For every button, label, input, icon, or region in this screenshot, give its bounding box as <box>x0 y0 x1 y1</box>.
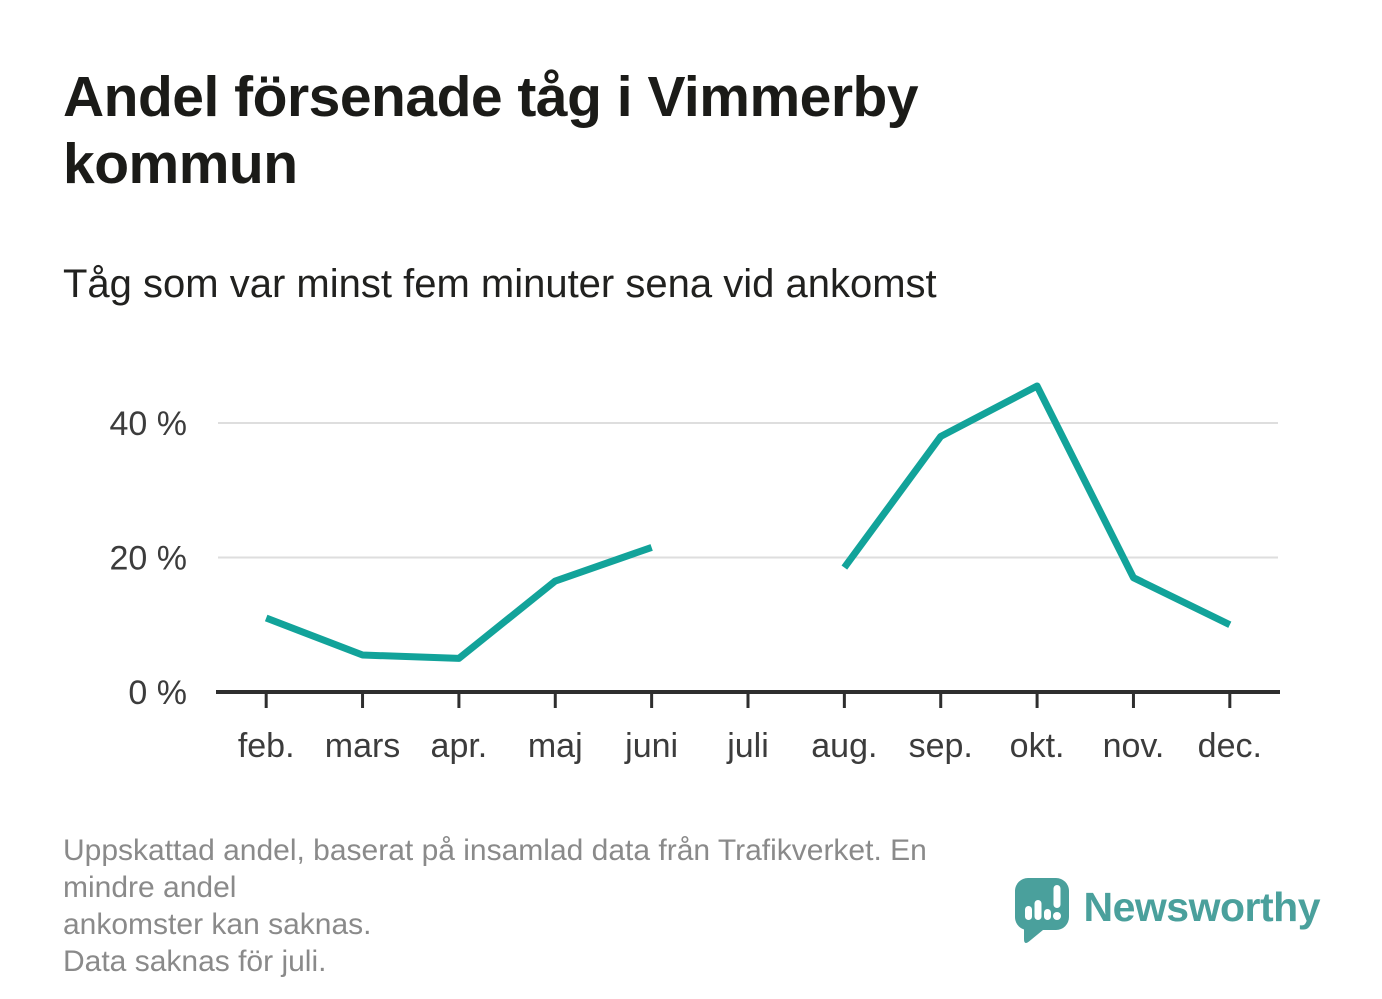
newsworthy-logo-text: Newsworthy <box>1083 884 1321 930</box>
x-axis-label: juni <box>624 727 678 765</box>
logo-bar-medium <box>1043 909 1051 920</box>
x-axis-label: okt. <box>1010 727 1065 765</box>
y-axis-label: 40 % <box>110 405 188 443</box>
footnote-line: Uppskattad andel, baserat på insamlad da… <box>63 834 927 904</box>
chart-footnote: Uppskattad andel, baserat på insamlad da… <box>63 832 1013 980</box>
chart-subtitle: Tåg som var minst fem minuter sena vid a… <box>63 262 937 306</box>
data-line-segment <box>264 544 653 662</box>
logo-bar-small <box>1024 906 1032 920</box>
y-axis-label: 0 % <box>128 674 187 712</box>
y-axis-label: 20 % <box>110 540 188 578</box>
x-axis-label: dec. <box>1198 727 1262 765</box>
x-axis-label: mars <box>325 727 401 765</box>
logo-exclamation-bar <box>1053 885 1060 908</box>
newsworthy-logo: Newsworthy <box>1013 876 1321 944</box>
logo-bar-tall <box>1034 900 1041 920</box>
footnote-line: Data saknas för juli. <box>63 945 327 978</box>
x-axis-label: feb. <box>238 727 295 765</box>
x-axis-label: juli <box>726 727 769 765</box>
newsworthy-logo-icon <box>1014 878 1069 944</box>
x-axis-label: apr. <box>431 727 488 765</box>
x-axis-label: maj <box>528 727 583 765</box>
data-line-segment <box>841 382 1232 628</box>
x-axis-label: nov. <box>1103 727 1165 765</box>
footnote-line: ankomster kan saknas. <box>63 908 372 941</box>
x-axis-label: aug. <box>811 727 877 765</box>
chart-title: Andel försenade tåg i Vimmerby kommun <box>63 65 919 196</box>
x-axis-label: sep. <box>909 727 973 765</box>
logo-exclamation-dot <box>1052 912 1061 920</box>
